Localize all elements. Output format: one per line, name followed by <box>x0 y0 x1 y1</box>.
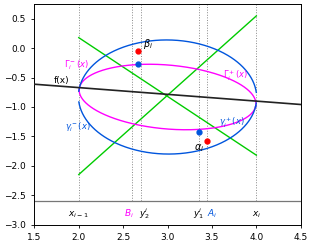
Text: $\gamma_i^+(x)$: $\gamma_i^+(x)$ <box>219 116 245 130</box>
Text: f(x): f(x) <box>54 76 70 85</box>
Text: $\Gamma_i^+(x)$: $\Gamma_i^+(x)$ <box>222 69 247 83</box>
Text: $x_{i-1}$: $x_{i-1}$ <box>69 210 89 220</box>
Text: $A_i$: $A_i$ <box>207 208 217 220</box>
Text: $y_2^i$: $y_2^i$ <box>139 206 150 221</box>
Text: $\alpha_i$: $\alpha_i$ <box>194 142 204 154</box>
Text: $\gamma_i^-(x)$: $\gamma_i^-(x)$ <box>66 120 91 134</box>
Text: $y_1^i$: $y_1^i$ <box>193 206 204 221</box>
Text: $x_i$: $x_i$ <box>252 210 261 220</box>
Text: $\beta_i$: $\beta_i$ <box>143 37 153 51</box>
Text: $B_i$: $B_i$ <box>124 208 134 220</box>
Text: $\Gamma_i^-(x)$: $\Gamma_i^-(x)$ <box>64 58 89 72</box>
